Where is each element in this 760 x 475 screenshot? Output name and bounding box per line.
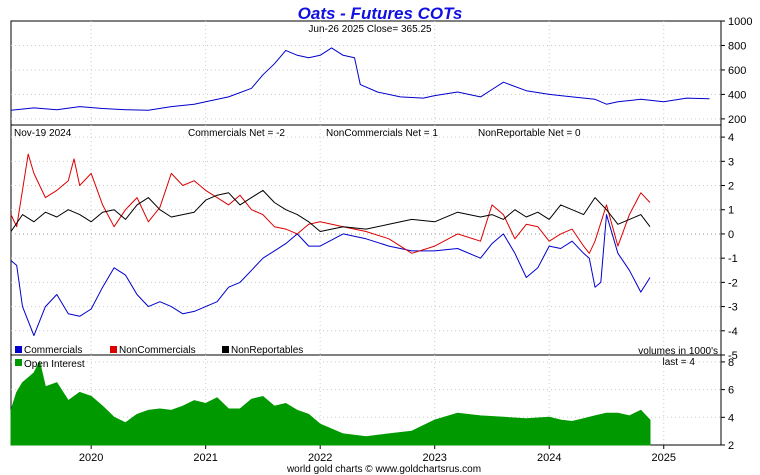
- commercials-net-label: Commercials Net = -2: [188, 128, 285, 139]
- legend-swatch-open-interest: [15, 359, 22, 366]
- y-tick-label: 2: [728, 440, 734, 452]
- series-layer: [10, 47, 710, 446]
- x-tick-label: 2020: [79, 452, 103, 464]
- x-tick-label: 2024: [537, 452, 561, 464]
- price-panel: [10, 20, 722, 126]
- volumes-note: volumes in 1000's: [638, 346, 718, 357]
- last-value-note: last = 4: [662, 357, 695, 368]
- x-tick-label: 2022: [308, 452, 332, 464]
- y-tick-label: -4: [728, 326, 738, 338]
- nonreportable-net-label: NonReportable Net = 0: [478, 128, 581, 139]
- y-tick-label: 1: [728, 205, 734, 217]
- series-line-price: [10, 47, 710, 111]
- legend-open-interest: Open Interest: [24, 359, 85, 370]
- legend-swatch-nonreportables: [222, 346, 229, 353]
- y-tick-label: 3: [728, 156, 734, 168]
- noncommercials-net-label: NonCommercials Net = 1: [326, 128, 438, 139]
- cot-panel: [10, 124, 722, 356]
- x-tick-label: 2023: [422, 452, 446, 464]
- y-tick-label: -1: [728, 253, 738, 265]
- y-tick-label: 600: [728, 65, 746, 77]
- y-tick-label: 200: [728, 114, 746, 126]
- y-tick-label: -3: [728, 302, 738, 314]
- series-line-nonreportables: [10, 189, 651, 232]
- y-tick-label: 2: [728, 181, 734, 193]
- legend-nonreportables: NonReportables: [231, 345, 303, 356]
- legend-noncommercials: NonCommercials: [119, 345, 196, 356]
- cot-date-label: Nov-19 2024: [14, 128, 72, 139]
- x-tick-label: 2025: [651, 452, 675, 464]
- y-tick-label: 4: [728, 132, 734, 144]
- series-line-noncommercials: [10, 153, 651, 254]
- chart-subtitle: Jun-26 2025 Close= 365.25: [308, 24, 432, 35]
- y-tick-label: -5: [728, 350, 738, 362]
- y-tick-label: 8: [728, 357, 734, 369]
- legend-swatch-commercials: [15, 346, 22, 353]
- chart-title: Oats - Futures COTs: [298, 4, 463, 23]
- series-area-open-interest: [10, 360, 651, 446]
- y-tick-label: 1000: [728, 16, 752, 28]
- y-tick-label: 0: [728, 229, 734, 241]
- y-tick-label: -2: [728, 277, 738, 289]
- y-tick-label: 6: [728, 385, 734, 397]
- grid-layer: 200 400 600 800 1000 4 3 2 1 0 -1 -2 -3 -4 -5 2 4 6 8 2020 2…: [11, 16, 752, 464]
- legend-commercials: Commercials: [24, 345, 82, 356]
- footer-credit: world gold charts © www.goldchartsrus.co…: [286, 464, 481, 475]
- y-tick-label: 4: [728, 412, 734, 424]
- legend-swatch-noncommercials: [110, 346, 117, 353]
- y-tick-label: 400: [728, 89, 746, 101]
- x-tick-label: 2021: [193, 452, 217, 464]
- y-tick-label: 800: [728, 40, 746, 52]
